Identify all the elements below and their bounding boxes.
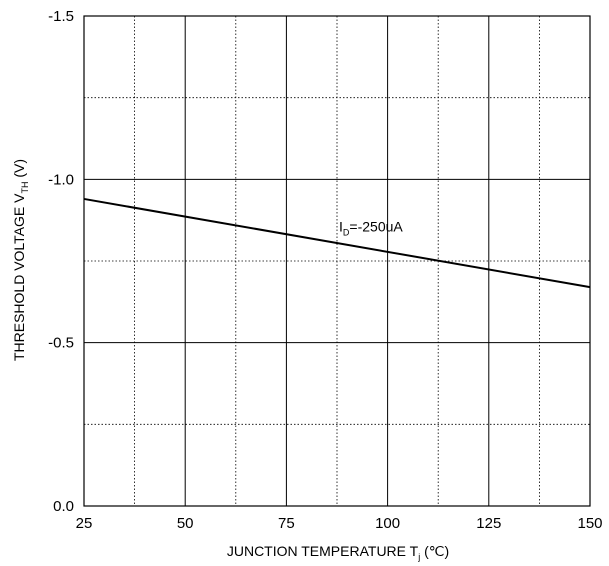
y-tick-label: -1.0: [48, 171, 74, 188]
y-tick-label: 0.0: [53, 498, 74, 515]
y-axis-title: THRESHOLD VOLTAGE VTH (V): [11, 159, 30, 361]
x-tick-label: 150: [577, 515, 602, 532]
series-annotation-suffix: =-250uA: [349, 219, 403, 235]
y-axis-title-suffix: (V): [11, 159, 27, 182]
series-annotation: ID=-250uA: [339, 219, 403, 238]
x-tick-label: 75: [278, 515, 295, 532]
y-axis-title-main: THRESHOLD VOLTAGE V: [11, 193, 27, 361]
series-annotation-main: I: [339, 219, 343, 235]
x-axis-title: JUNCTION TEMPERATURE Tj (℃): [227, 543, 449, 562]
x-tick-label: 25: [76, 515, 93, 532]
series-line: [83, 197, 591, 289]
y-tick-label: -1.5: [48, 8, 74, 25]
grid: [83, 15, 591, 507]
x-tick-label: 100: [375, 515, 400, 532]
x-tick-label: 125: [476, 515, 501, 532]
x-axis-title-main: JUNCTION TEMPERATURE T: [227, 543, 419, 559]
y-tick-label: -0.5: [48, 335, 74, 352]
plot-frame: [83, 15, 591, 507]
series-group: ID=-250uA: [83, 197, 591, 289]
x-axis-title-suffix: (℃): [420, 543, 449, 559]
x-tick-label: 50: [177, 515, 194, 532]
x-axis-title-subscript: j: [417, 552, 420, 562]
y-axis-title-subscript: TH: [20, 182, 30, 194]
series-annotation-subscript: D: [343, 228, 350, 238]
tick-labels: 25 50 75 100 125 150 0.0 -0.5 -1.0 -1.5: [48, 8, 602, 532]
